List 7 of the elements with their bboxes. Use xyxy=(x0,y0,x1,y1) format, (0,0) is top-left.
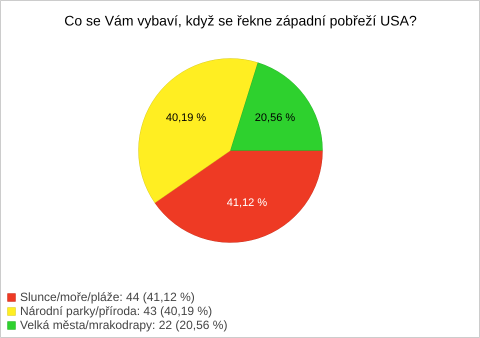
legend-label: Národní parky/příroda: 43 (40,19 %) xyxy=(20,304,212,318)
legend-label: Velká města/mrakodrapy: 22 (20,56 %) xyxy=(20,318,228,332)
data-label: 40,19 % xyxy=(166,112,206,124)
data-label: 20,56 % xyxy=(254,112,296,124)
chart-title: Co se Vám vybaví, když se řekne západní pobřeží USA? xyxy=(64,12,417,28)
legend-label: Slunce/moře/pláže: 44 (41,12 %) xyxy=(20,290,195,304)
data-label: 41,12 % xyxy=(226,197,268,210)
